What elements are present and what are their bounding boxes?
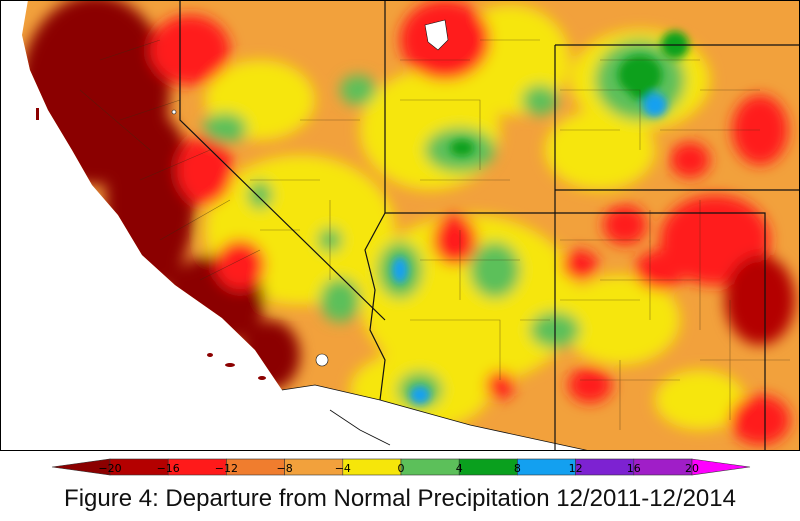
legend-tick-label: −20 bbox=[98, 462, 121, 475]
county-lines bbox=[79, 39, 790, 430]
color-legend: −20 −16 −12 −8 −4 0 4 8 12 16 20 bbox=[0, 451, 800, 491]
legend-tick-label: 8 bbox=[514, 462, 521, 475]
legend-swatch bbox=[517, 458, 576, 476]
legend-tick-label: 4 bbox=[456, 462, 463, 475]
lakes bbox=[171, 19, 449, 367]
state-boundaries bbox=[179, 0, 800, 451]
legend-tick-label: −16 bbox=[157, 462, 180, 475]
mexico-border bbox=[281, 384, 591, 451]
legend-tick-label: 20 bbox=[685, 462, 699, 475]
legend-tick-label: 12 bbox=[569, 462, 583, 475]
legend-arrow-right bbox=[691, 458, 751, 476]
legend-tick-label: −12 bbox=[215, 462, 238, 475]
legend-tick-label: −4 bbox=[335, 462, 351, 475]
legend-swatch bbox=[458, 458, 518, 476]
legend-swatch bbox=[575, 458, 635, 476]
legend-tick-label: 0 bbox=[398, 462, 405, 475]
legend-bar: −20 −16 −12 −8 −4 0 4 8 12 16 20 bbox=[51, 458, 751, 476]
legend-swatch bbox=[400, 458, 460, 476]
precipitation-map bbox=[0, 0, 800, 451]
legend-swatch bbox=[342, 458, 402, 476]
legend-swatch bbox=[633, 458, 693, 476]
channel-islands bbox=[207, 343, 266, 380]
offshore-marker bbox=[36, 108, 39, 120]
figure-caption: Figure 4: Departure from Normal Precipit… bbox=[64, 485, 736, 512]
map-canvas bbox=[0, 0, 800, 451]
legend-tick-label: 16 bbox=[627, 462, 641, 475]
legend-tick-label: −8 bbox=[276, 462, 292, 475]
